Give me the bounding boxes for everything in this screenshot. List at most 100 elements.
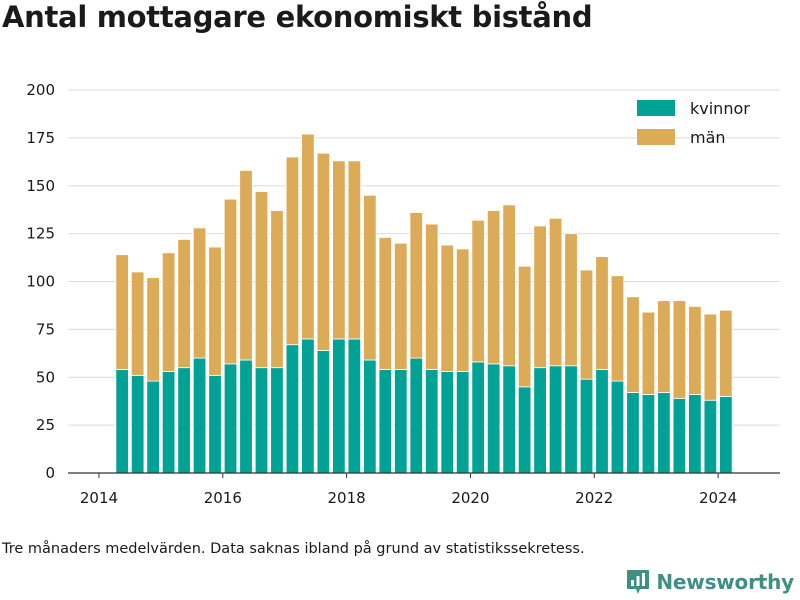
x-tick-label: 2018 <box>328 489 366 507</box>
bar-man <box>440 244 454 372</box>
bar-kvinnor <box>208 374 222 474</box>
bar-kvinnor <box>641 394 656 474</box>
bar-kvinnor <box>517 386 532 474</box>
bar-kvinnor <box>471 361 485 474</box>
bar-kvinnor <box>332 338 346 474</box>
bar-kvinnor <box>223 363 238 474</box>
bar-kvinnor <box>626 392 640 474</box>
bar-man <box>579 269 594 380</box>
bar-kvinnor <box>610 380 625 474</box>
legend: kvinnor män <box>637 99 750 147</box>
bar-man <box>672 300 687 399</box>
bar-man <box>533 225 547 369</box>
bar-kvinnor <box>595 369 609 474</box>
bar-kvinnor <box>239 359 253 474</box>
bar-kvinnor <box>270 367 284 474</box>
bar-kvinnor <box>548 365 563 474</box>
bar-man <box>517 265 532 388</box>
bar-man <box>254 191 269 369</box>
legend-swatch <box>637 129 675 145</box>
y-tick-label: 75 <box>36 320 55 338</box>
bar-kvinnor <box>672 397 687 474</box>
bar-man <box>161 252 176 372</box>
bar-man <box>347 160 362 340</box>
bar-man <box>471 219 485 363</box>
bar-man <box>626 296 640 393</box>
bar-kvinnor <box>719 395 733 474</box>
bar-kvinnor <box>192 357 207 474</box>
x-tick-label: 2016 <box>204 489 242 507</box>
y-tick-label: 100 <box>26 273 55 291</box>
legend-swatch <box>637 100 675 116</box>
bar-kvinnor <box>409 357 423 474</box>
y-axis-tick-labels: 0 25 50 75 100 125 150 175 200 <box>26 81 55 482</box>
bar-kvinnor <box>703 399 718 474</box>
x-tick-label: 2014 <box>80 489 118 507</box>
bar-kvinnor <box>440 371 454 474</box>
bar-man <box>610 275 625 382</box>
y-tick-label: 175 <box>26 129 55 147</box>
x-axis-ticks: 2014 2016 2018 2020 2022 2024 <box>80 473 737 507</box>
brand-logo: Newsworthy <box>626 568 794 596</box>
bar-kvinnor <box>378 369 393 474</box>
bar-kvinnor <box>486 363 501 474</box>
bar-man <box>502 204 516 367</box>
bar-man <box>301 133 315 340</box>
bar-kvinnor <box>301 338 315 474</box>
bar-man <box>564 233 578 367</box>
bar-chart-icon <box>627 570 650 594</box>
y-tick-label: 150 <box>26 177 55 195</box>
bar-kvinnor <box>425 369 439 474</box>
bar-kvinnor <box>657 392 671 474</box>
bar-kvinnor <box>564 365 578 474</box>
bar-man <box>239 170 253 361</box>
bar-man <box>363 194 377 361</box>
bar-kvinnor <box>363 359 377 474</box>
bars <box>115 133 733 474</box>
bar-kvinnor <box>316 350 331 474</box>
y-tick-label: 25 <box>36 416 55 434</box>
bar-man <box>378 237 393 370</box>
x-tick-label: 2024 <box>699 489 737 507</box>
x-tick-label: 2020 <box>451 489 489 507</box>
legend-label: män <box>690 128 726 147</box>
bar-man <box>223 198 238 365</box>
bar-man <box>641 311 656 395</box>
bar-man <box>394 242 408 370</box>
bar-man <box>208 246 222 376</box>
bar-man <box>688 305 702 395</box>
bar-man <box>455 248 470 372</box>
bar-man <box>146 277 160 382</box>
x-tick-label: 2022 <box>575 489 613 507</box>
bar-man <box>316 152 331 351</box>
bar-kvinnor <box>285 344 300 474</box>
bar-kvinnor <box>455 371 470 474</box>
bar-kvinnor <box>688 394 702 474</box>
bar-kvinnor <box>254 367 269 474</box>
bar-man <box>409 212 423 359</box>
bar-man <box>130 271 145 376</box>
bar-kvinnor <box>579 378 594 474</box>
bar-man <box>270 210 284 369</box>
bar-man <box>486 210 501 365</box>
bar-man <box>425 223 439 370</box>
bar-kvinnor <box>177 367 191 474</box>
bar-kvinnor <box>130 374 145 474</box>
y-tick-label: 0 <box>45 464 55 482</box>
bar-kvinnor <box>533 367 547 474</box>
footnote: Tre månaders medelvärden. Data saknas ib… <box>2 541 585 557</box>
bar-man <box>719 309 733 397</box>
y-tick-label: 200 <box>26 81 55 99</box>
bar-man <box>548 217 563 367</box>
y-tick-label: 50 <box>36 368 55 386</box>
legend-label: kvinnor <box>690 99 750 118</box>
bar-man <box>332 160 346 340</box>
bar-kvinnor <box>394 369 408 474</box>
bar-kvinnor <box>115 369 129 474</box>
bar-man <box>177 238 191 369</box>
bar-kvinnor <box>161 371 176 474</box>
chart-title: Antal mottagare ekonomiskt bistånd <box>2 0 593 34</box>
bar-kvinnor <box>146 380 160 474</box>
bar-kvinnor <box>347 338 362 474</box>
